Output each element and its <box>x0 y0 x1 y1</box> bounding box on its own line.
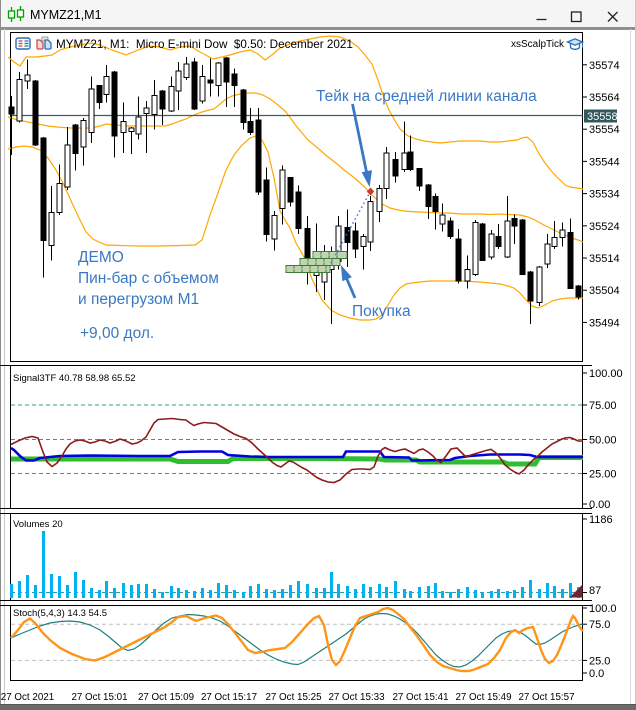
svg-text:27 Oct 15:17: 27 Oct 15:17 <box>201 692 257 703</box>
svg-text:и перегрузом М1: и перегрузом М1 <box>78 291 199 308</box>
svg-text:75.00: 75.00 <box>589 400 617 412</box>
svg-text:100.00: 100.00 <box>589 368 623 380</box>
svg-text:27 Oct 15:57: 27 Oct 15:57 <box>518 692 574 703</box>
svg-text:27 Oct 15:25: 27 Oct 15:25 <box>265 692 322 703</box>
svg-text:87: 87 <box>589 585 601 597</box>
svg-text:27 Oct 15:09: 27 Oct 15:09 <box>138 692 194 703</box>
svg-text:25.00: 25.00 <box>589 469 617 481</box>
svg-text:ДЕМО: ДЕМО <box>78 249 124 266</box>
svg-text:xsScalpTick: xsScalpTick <box>511 39 565 50</box>
svg-text:35534: 35534 <box>589 189 620 201</box>
svg-text:27 Oct 15:49: 27 Oct 15:49 <box>455 692 511 703</box>
svg-text:27 Oct 15:41: 27 Oct 15:41 <box>392 692 448 703</box>
svg-text:1186: 1186 <box>589 514 613 526</box>
svg-text:27 Oct 15:01: 27 Oct 15:01 <box>71 692 127 703</box>
svg-text:Volumes 20: Volumes 20 <box>13 519 63 530</box>
svg-text:35524: 35524 <box>589 221 620 233</box>
svg-text:25.0: 25.0 <box>589 655 610 667</box>
svg-text:Покупка: Покупка <box>352 303 411 320</box>
svg-text:50.00: 50.00 <box>589 435 617 447</box>
svg-text:Тейк на средней линии канала: Тейк на средней линии канала <box>316 88 537 105</box>
svg-text:35514: 35514 <box>589 253 620 265</box>
svg-text:35564: 35564 <box>589 92 620 104</box>
svg-text:35544: 35544 <box>589 156 620 168</box>
svg-text:Пин-бар с объемом: Пин-бар с объемом <box>78 270 219 287</box>
svg-text:Stoch(5,4,3) 14.3 54.5: Stoch(5,4,3) 14.3 54.5 <box>13 608 107 619</box>
svg-text:MYMZ21, M1: Micro E-mini Dow: MYMZ21, M1: Micro E-mini Dow $0.50: Dece… <box>56 38 353 51</box>
svg-text:35494: 35494 <box>589 317 620 329</box>
svg-text:35504: 35504 <box>589 285 620 297</box>
svg-text:35554: 35554 <box>589 124 620 136</box>
svg-text:35558: 35558 <box>587 111 618 123</box>
svg-text:35574: 35574 <box>589 60 620 72</box>
svg-text:0.0: 0.0 <box>589 668 604 680</box>
svg-text:MYMZ21,M1: MYMZ21,M1 <box>30 8 102 22</box>
svg-text:Signal3TF 40.78 58.98 65.52: Signal3TF 40.78 58.98 65.52 <box>13 373 136 384</box>
svg-text:100.0: 100.0 <box>589 603 617 615</box>
svg-text:27 Oct 2021: 27 Oct 2021 <box>1 692 54 703</box>
svg-text:27 Oct 15:33: 27 Oct 15:33 <box>328 692 385 703</box>
svg-text:75.0: 75.0 <box>589 619 610 631</box>
svg-text:0.00: 0.00 <box>589 499 610 511</box>
svg-text:+9,00 дол.: +9,00 дол. <box>80 325 154 342</box>
